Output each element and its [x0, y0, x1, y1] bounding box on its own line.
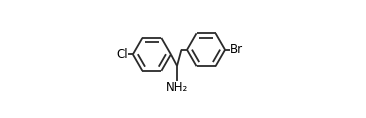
Text: NH₂: NH₂ — [166, 81, 188, 95]
Text: Br: Br — [230, 43, 243, 56]
Text: Cl: Cl — [116, 48, 128, 61]
